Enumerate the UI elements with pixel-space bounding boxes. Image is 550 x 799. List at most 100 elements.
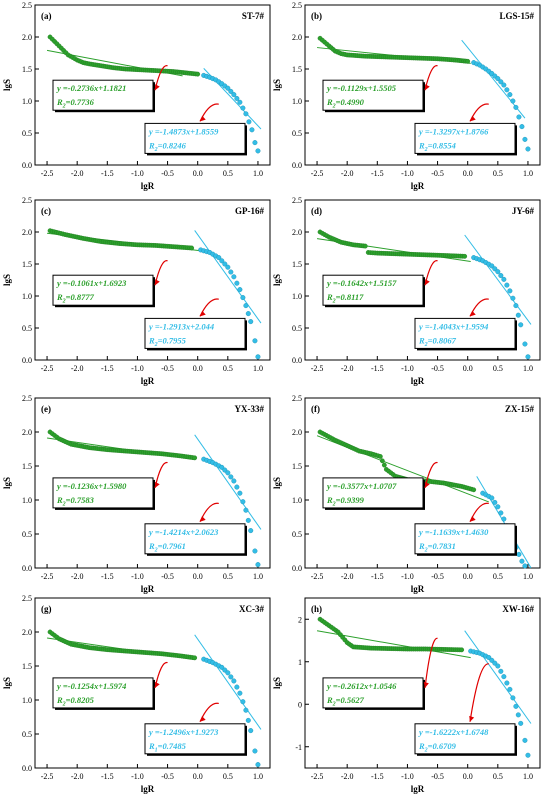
panel-title: XC-3#: [239, 604, 264, 614]
y-axis-label: lgS: [2, 677, 12, 689]
x-tick-label: -1.0: [401, 772, 414, 781]
cyan_fit-r2-label: R: [418, 335, 425, 345]
y-tick-label: 1.0: [292, 97, 302, 106]
cyan-data-point: [252, 140, 258, 146]
green-data-point: [465, 58, 471, 64]
green_fit-r2-label: R: [56, 495, 63, 505]
x-tick-label: 0.0: [463, 772, 473, 781]
cyan_fit-equation: y =-1.4043x+1.9594: [418, 321, 488, 331]
panel-title: ST-7#: [242, 11, 265, 21]
x-tick-label: 0.0: [193, 572, 203, 581]
y-axis-label: lgS: [272, 477, 282, 489]
y-tick-label: 1.0: [292, 292, 302, 301]
cyan-data-point: [507, 686, 513, 692]
x-tick-label: -0.5: [161, 364, 174, 373]
x-axis-label: lgR: [141, 181, 155, 191]
panel-label: (c): [41, 206, 51, 216]
x-tick-label: -2.5: [311, 364, 324, 373]
x-tick-label: -0.5: [431, 364, 444, 373]
cyan-data-point: [501, 276, 507, 282]
cyan-data-point: [492, 266, 498, 272]
cyan-data-point: [228, 269, 234, 275]
cyan-data-point: [231, 274, 237, 280]
y-tick-label: 2.0: [22, 428, 32, 437]
cyan-data-point: [522, 341, 528, 347]
cyan_fit-equation: y =-1.4873x+1.8559: [148, 126, 219, 136]
cyan-data-point: [225, 670, 231, 676]
cyan-data-point: [249, 127, 255, 133]
y-tick-label: 0.5: [22, 129, 32, 138]
chart-panel-3: -2.5 -2.0 -1.5 -1.0 -0.5 0.0 0.5 1.0 0.0 0.5 1.0 1.…: [2, 196, 271, 386]
y-tick-label: 1.5: [22, 662, 32, 671]
y-tick-label: 1.0: [22, 292, 32, 301]
cyan-data-point: [501, 674, 507, 680]
cyan_fit-r2-value: =0.7485: [158, 741, 187, 751]
cyan-data-point: [510, 98, 516, 104]
x-tick-label: -1.0: [131, 364, 144, 373]
cyan-data-point: [522, 563, 528, 569]
green_fit-r2-sub: 2: [332, 104, 336, 110]
x-tick-label: -1.0: [131, 772, 144, 781]
x-tick-label: -1.5: [101, 772, 114, 781]
y-axis-label: lgS: [272, 677, 282, 689]
chart-panel-8: -2.5 -2.0 -1.5 -1.0 -0.5 0.0 0.5 1.0 -1 0 1 2 lgR lgS…: [272, 597, 541, 794]
cyan-data-point: [243, 507, 249, 513]
x-tick-label: -0.5: [161, 572, 174, 581]
y-tick-label: 2.5: [292, 196, 302, 205]
x-tick-label: -1.5: [101, 572, 114, 581]
y-tick-label: 2.0: [22, 33, 32, 42]
panel-label: (g): [41, 604, 52, 614]
cyan-data-point: [228, 674, 234, 680]
x-tick-label: -0.5: [431, 772, 444, 781]
x-tick-label: 1.0: [523, 364, 533, 373]
cyan_fit-r2-value: =0.6709: [428, 741, 457, 751]
plot-frame: [34, 4, 271, 166]
cyan-data-point: [495, 269, 501, 275]
cyan_fit-r2-sub: 1: [155, 747, 158, 753]
green_fit-equation: y =-0.2612x+1.0546: [326, 681, 397, 691]
cyan-fit-line: [476, 476, 532, 569]
cyan-data-point: [492, 660, 498, 666]
green_fit-r2: R2=0.4990: [326, 97, 365, 110]
green_fit-r2-value: =0.8205: [66, 695, 95, 705]
cyan-data-point: [489, 495, 495, 501]
cyan_fit-equation: y =-1.1639x+1.4630: [418, 527, 489, 537]
cyan-data-point: [222, 261, 228, 267]
green_fit-equation: y =-0.2736x+1.1821: [56, 83, 126, 93]
green-red-arrow-head: [155, 279, 160, 286]
cyan-data-point: [522, 737, 528, 743]
y-tick-label: 0.0: [292, 564, 302, 573]
green_fit-r2-sub: 2: [62, 104, 66, 110]
cyan-data-point: [507, 288, 513, 294]
green-red-arrow-head: [425, 84, 430, 91]
cyan-fit-line: [461, 39, 526, 119]
green_fit-equation: y =-0.3577x+1.0707: [326, 481, 397, 491]
cyan_fit-r2: R2=0.7831: [418, 541, 456, 554]
cyan-data-point: [234, 684, 240, 690]
panel-label: (e): [41, 404, 51, 414]
cyan-fit-line: [194, 634, 262, 730]
x-tick-label: -2.5: [41, 364, 54, 373]
x-tick-label: 1.0: [523, 572, 533, 581]
y-axis-label: lgS: [272, 79, 282, 91]
cyan-data-point: [255, 148, 261, 154]
cyan-data-point: [501, 82, 507, 88]
green_fit-equation: y =-0.1129x+1.5505: [326, 83, 397, 93]
green_fit-box: [52, 477, 154, 509]
cyan-red-arrow-head: [469, 715, 475, 722]
y-axis-label: lgS: [272, 274, 282, 286]
cyan-fit-line: [464, 630, 532, 724]
cyan-data-point: [495, 663, 501, 669]
x-tick-label: -2.0: [341, 572, 354, 581]
x-tick-label: -2.0: [71, 364, 84, 373]
cyan_fit-box: [414, 723, 516, 755]
cyan_fit-r2-sub: 2: [424, 747, 428, 753]
cyan-data-point: [498, 79, 504, 85]
cyan_fit-r2-value: =0.8067: [428, 335, 457, 345]
x-tick-label: -1.5: [371, 169, 384, 178]
x-tick-label: 0.0: [463, 169, 473, 178]
x-tick-label: -1.5: [101, 364, 114, 373]
x-tick-label: 0.5: [223, 364, 233, 373]
panel-label: (b): [311, 11, 322, 21]
cyan-data-point: [243, 111, 249, 117]
